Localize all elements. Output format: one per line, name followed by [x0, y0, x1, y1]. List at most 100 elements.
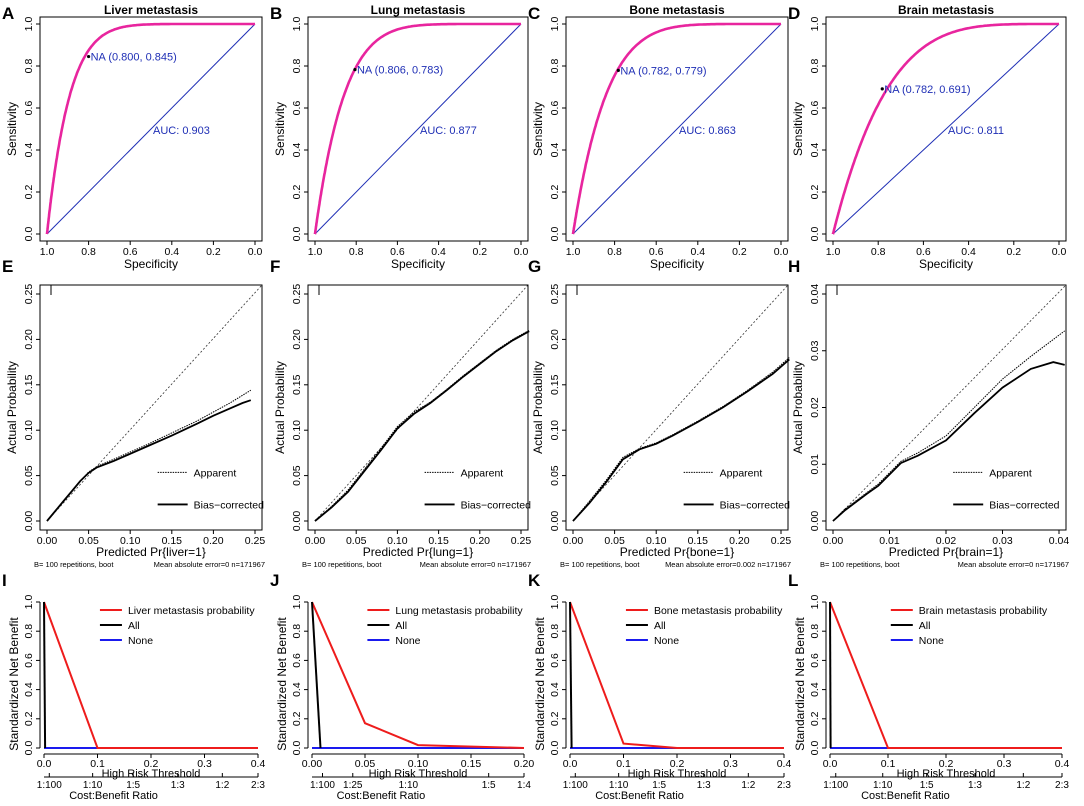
cost-benefit-tick-label: 1:2: [1016, 780, 1030, 791]
y-tick-label: 0.00: [809, 511, 821, 532]
y-axis-label: Standardized Net Benefit: [533, 617, 547, 751]
x-tick-label: 1.0: [826, 246, 841, 258]
x-tick-label: 0.4: [431, 246, 446, 258]
calibration-panel-e: E 0.00 0.05 0.10 0.15 0.20 0.25 0.00 0.05 0.10 0.1…: [2, 257, 265, 569]
y-tick-label: 1.0: [809, 17, 821, 32]
bias-corrected-curve: [46, 399, 252, 522]
x-tick-label: 0.4: [1055, 758, 1070, 770]
y-tick-label: 0.8: [809, 624, 821, 639]
legend-all-label: All: [919, 620, 931, 632]
na-annotation: NA (0.782, 0.691): [884, 84, 970, 96]
na-annotation: NA (0.800, 0.845): [91, 52, 177, 64]
model-net-benefit-curve: [829, 601, 1062, 749]
chance-diagonal-line: [832, 23, 1060, 235]
dca-panel-l: L 0.0 0.1 0.2 0.3 0.4 0.0 0.2 0.4 0.6 0.8 1.0 High R…: [788, 571, 1069, 802]
x-tick-label: 0.2: [939, 758, 954, 770]
y-tick-label: 1.0: [809, 595, 821, 610]
x-axis-label: High Risk Threshold: [102, 768, 201, 780]
chance-diagonal-line: [314, 23, 522, 235]
legend-none-label: None: [654, 635, 679, 647]
x-tick-label: 0.8: [81, 246, 96, 258]
x-axis-label: Predicted Pr{bone=1}: [620, 545, 734, 559]
dca-panel-k: K 0.0 0.1 0.2 0.3 0.4 0.0 0.2 0.4 0.6 0.8 1.0 High R…: [528, 571, 791, 802]
x-tick-label: 0.4: [777, 758, 792, 770]
x-tick-label: 0.2: [732, 246, 747, 258]
cost-benefit-tick-label: 1:2: [741, 780, 755, 791]
cost-benefit-tick-label: 1:5: [126, 780, 140, 791]
x-tick-label: 0.1: [90, 758, 105, 770]
y-tick-label: 0.20: [549, 329, 561, 350]
cost-benefit-tick-label: 1:10: [83, 780, 103, 791]
y-tick-label: 0.6: [291, 101, 303, 116]
x-tick-label: 0.10: [120, 535, 141, 547]
y-tick-label: 0.2: [291, 185, 303, 200]
x-tick-label: 0.20: [470, 535, 491, 547]
y-tick-label: 0.15: [549, 374, 561, 395]
calibration-frame: [39, 284, 263, 531]
y-tick-label: 0.0: [23, 741, 35, 756]
x-tick-label: 0.00: [823, 535, 844, 547]
y-tick-label: 0.02: [809, 397, 821, 418]
cost-benefit-tick-label: 1:100: [563, 780, 588, 791]
treat-all-line: [829, 601, 832, 749]
auc-annotation: AUC: 0.903: [153, 125, 210, 137]
x-tick-label: 0.1: [616, 758, 631, 770]
y-tick-label: 1.0: [23, 595, 35, 610]
treat-all-line: [43, 601, 47, 749]
y-tick-label: 0.6: [549, 653, 561, 668]
y-axis-label: Actual Probability: [273, 361, 287, 454]
cost-benefit-tick-label: 1:100: [310, 780, 335, 791]
y-tick-label: 0.01: [809, 454, 821, 475]
x-tick-label: 0.8: [349, 246, 364, 258]
panel-letter: F: [270, 257, 280, 276]
y-axis-label: Standardized Net Benefit: [275, 617, 289, 751]
footer-repetitions-note: B= 100 repetitions, boot: [34, 560, 114, 569]
legend-apparent-label: Apparent: [194, 467, 237, 479]
x-tick-label: 0.15: [162, 535, 183, 547]
y-tick-label: 0.4: [23, 682, 35, 697]
y-tick-label: 0.4: [23, 143, 35, 158]
x-tick-label: 1.0: [40, 246, 55, 258]
x-tick-label: 0.4: [164, 246, 179, 258]
bias-corrected-curve: [572, 358, 790, 522]
model-net-benefit-curve: [569, 601, 784, 749]
y-tick-label: 0.8: [809, 59, 821, 74]
y-tick-label: 0.15: [23, 374, 35, 395]
x-tick-label: 0.2: [144, 758, 159, 770]
calibration-frame: [307, 284, 529, 531]
y-tick-label: 0.8: [23, 624, 35, 639]
na-annotation: NA (0.782, 0.779): [620, 65, 706, 77]
footer-error-note: Mean absolute error=0 n=171967: [154, 560, 265, 569]
x-tick-label: 0.8: [607, 246, 622, 258]
cost-benefit-tick-label: 1:5: [652, 780, 666, 791]
cost-benefit-axis-label: Cost:Benefit Ratio: [69, 790, 158, 802]
x-tick-label: 0.05: [604, 535, 625, 547]
legend-none-label: None: [128, 635, 153, 647]
roc-panel-d: D Brain metastasis 1.0 0.8 0.6 0.4 0.2 0.0 0.0 0.…: [788, 3, 1066, 271]
cost-benefit-tick-label: 1:10: [873, 780, 893, 791]
x-tick-label: 0.6: [123, 246, 138, 258]
panel-letter: K: [528, 571, 541, 590]
x-tick-label: 0.00: [563, 535, 584, 547]
calibration-panel-g: G 0.00 0.05 0.10 0.15 0.20 0.25 0.00 0.05 0.10 0.1…: [528, 257, 791, 569]
x-tick-label: 0.10: [408, 758, 429, 770]
legend-bias-corrected-label: Bias−corrected: [989, 499, 1059, 511]
chance-diagonal-line: [46, 23, 256, 235]
x-tick-label: 0.25: [771, 535, 792, 547]
y-axis-label: Sensitivity: [531, 102, 545, 156]
cost-benefit-tick-label: 2:3: [1055, 780, 1069, 791]
y-axis-label: Sensitivity: [791, 102, 805, 156]
na-annotation: NA (0.806, 0.783): [357, 65, 443, 77]
calibration-panel-f: F 0.00 0.05 0.10 0.15 0.20 0.25 0.00 0.05 0.10 0.1…: [270, 257, 531, 569]
footer-error-note: Mean absolute error=0 n=171967: [420, 560, 531, 569]
x-tick-label: 0.2: [670, 758, 685, 770]
x-tick-label: 0.25: [245, 535, 266, 547]
model-net-benefit-curve: [311, 601, 525, 749]
cost-benefit-tick-label: 1:100: [823, 780, 848, 791]
x-tick-label: 1.0: [566, 246, 581, 258]
auc-annotation: AUC: 0.863: [679, 125, 736, 137]
treat-all-line: [311, 601, 322, 749]
panel-title: Brain metastasis: [898, 3, 994, 17]
y-tick-label: 0.4: [291, 682, 303, 697]
x-axis-label: Specificity: [391, 257, 445, 271]
